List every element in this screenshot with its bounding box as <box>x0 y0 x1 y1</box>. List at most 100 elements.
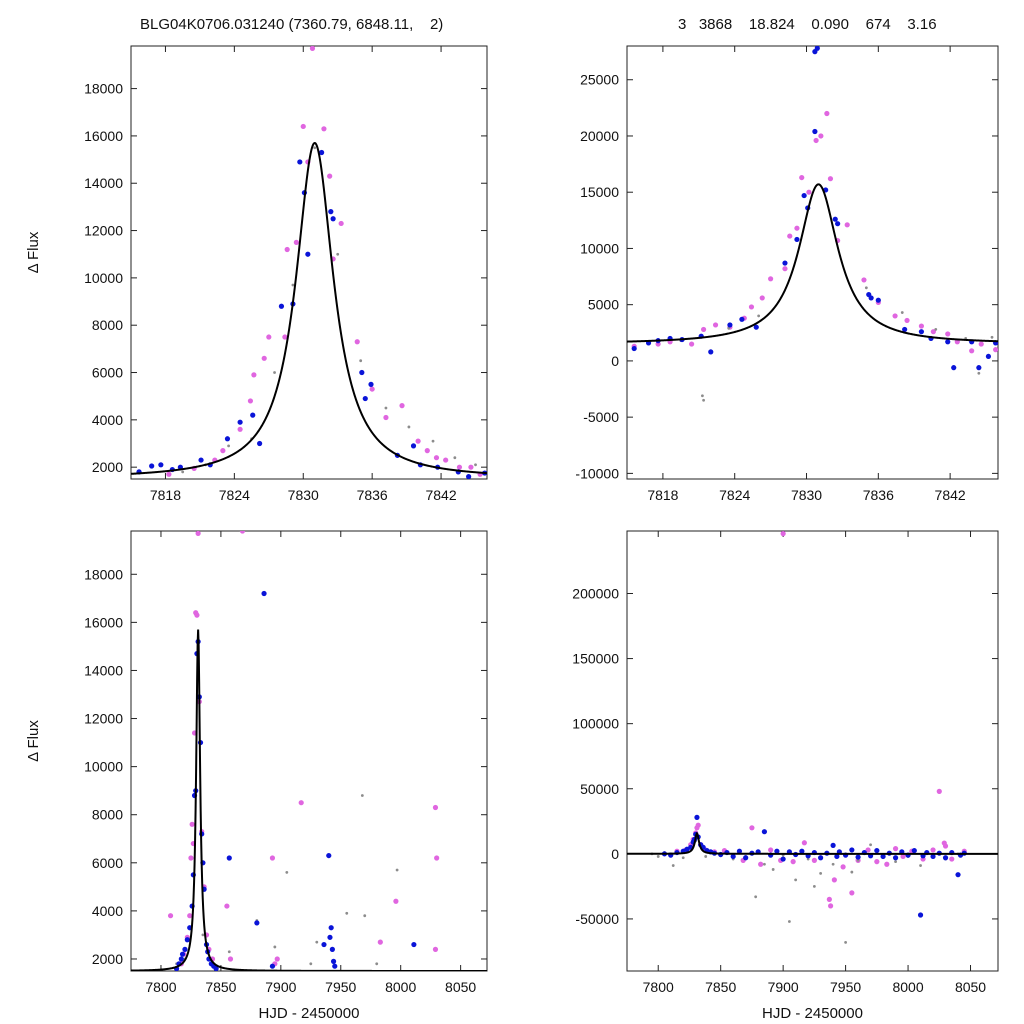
y-tick-label: 5000 <box>588 297 619 313</box>
data-point-magenta <box>298 800 304 806</box>
data-point-gray <box>375 962 379 966</box>
data-point-blue <box>327 934 333 940</box>
data-point-magenta <box>824 110 830 117</box>
plot-frame <box>130 45 488 480</box>
data-point-blue <box>410 443 417 449</box>
x-tick-label: 8050 <box>445 979 476 995</box>
data-point-magenta <box>689 341 695 347</box>
data-point-blue <box>753 324 759 330</box>
data-point-blue <box>330 958 337 964</box>
data-point-blue <box>874 847 880 854</box>
data-point-magenta <box>432 804 439 811</box>
data-point-magenta <box>811 857 817 863</box>
y-tick-label: 20000 <box>580 128 619 144</box>
data-point-blue <box>918 329 925 335</box>
data-point-magenta <box>827 176 834 182</box>
data-point-blue <box>257 440 263 447</box>
data-point-magenta <box>826 896 832 903</box>
data-point-blue <box>834 853 840 860</box>
data-point-blue <box>466 474 472 479</box>
data-point-gray <box>656 855 660 858</box>
data-point-magenta <box>758 861 764 867</box>
data-point-magenta <box>949 856 955 862</box>
data-point-magenta <box>849 890 855 896</box>
model-curve <box>131 629 487 971</box>
data-point-magenta <box>759 295 765 301</box>
data-point-blue <box>902 326 908 333</box>
data-point-blue <box>179 951 186 957</box>
data-point-gray <box>181 470 185 474</box>
data-point-magenta <box>884 861 890 867</box>
data-point-blue <box>411 941 417 948</box>
y-tick-label: 10000 <box>580 240 619 256</box>
x-tick-label: 7900 <box>265 979 296 995</box>
y-tick-label: 16000 <box>84 128 123 144</box>
data-point-magenta <box>969 348 975 354</box>
chart-panel-top-left: 7818 7824 7830 7836 7842 2000 4000 6000 8000 1000… <box>25 45 488 503</box>
data-point-magenta <box>892 313 898 319</box>
data-point-magenta <box>415 438 421 444</box>
data-point-magenta <box>284 246 290 253</box>
data-point-magenta <box>844 222 850 228</box>
data-point-blue <box>631 345 637 352</box>
data-point-blue <box>184 937 190 943</box>
y-tick-label: 2000 <box>92 951 123 967</box>
data-point-magenta <box>247 398 254 404</box>
x-tick-label: 7824 <box>719 487 750 503</box>
data-point-blue <box>330 216 336 222</box>
y-tick-label: 16000 <box>84 614 123 630</box>
data-point-gray <box>671 864 675 867</box>
y-tick-label: 2000 <box>92 459 123 475</box>
data-point-blue <box>708 349 714 355</box>
data-point-gray <box>900 311 904 314</box>
data-point-blue <box>911 847 917 854</box>
y-tick-label: 6000 <box>92 365 123 381</box>
y-tick-label: 10000 <box>84 759 123 775</box>
data-point-blue <box>237 419 243 425</box>
data-point-magenta <box>930 847 936 853</box>
y-tick-label: 8000 <box>92 317 123 333</box>
data-layer <box>131 531 487 971</box>
data-point-gray <box>794 878 798 882</box>
data-point-magenta <box>369 386 375 392</box>
data-point-blue <box>945 339 951 345</box>
data-point-blue <box>213 966 219 971</box>
data-point-gray <box>990 335 994 339</box>
data-point-blue <box>835 221 841 227</box>
data-point-magenta <box>434 855 440 861</box>
data-point-gray <box>453 456 457 460</box>
y-tick-label: 6000 <box>92 855 123 871</box>
data-point-gray <box>704 855 708 858</box>
data-point-magenta <box>936 788 942 794</box>
data-point-blue <box>359 369 365 376</box>
data-point-magenta <box>801 840 807 846</box>
data-point-blue <box>182 946 188 952</box>
y-tick-label: 14000 <box>84 175 123 191</box>
data-point-magenta <box>194 612 200 618</box>
data-point-gray <box>856 858 860 862</box>
data-point-gray <box>474 463 477 467</box>
data-point-gray <box>407 425 411 429</box>
data-point-gray <box>201 933 205 937</box>
data-point-magenta <box>239 531 246 534</box>
data-point-blue <box>855 854 861 860</box>
data-point-blue <box>269 963 276 969</box>
x-tick-label: 7818 <box>150 487 181 503</box>
y-tick-label: 200000 <box>572 585 619 601</box>
data-point-blue <box>812 128 818 135</box>
data-point-magenta <box>700 326 707 333</box>
data-point-blue <box>801 192 807 199</box>
x-tick-label: 7950 <box>830 979 861 995</box>
data-point-blue <box>328 209 334 215</box>
data-point-blue <box>880 853 886 860</box>
data-point-magenta <box>831 877 837 883</box>
data-point-magenta <box>309 46 316 51</box>
data-point-magenta <box>377 939 383 945</box>
data-point-gray <box>360 794 364 797</box>
data-point-gray <box>934 328 938 331</box>
x-tick-label: 7842 <box>425 487 456 503</box>
y-tick-label: 150000 <box>572 651 619 667</box>
plot-frame <box>626 45 999 480</box>
data-point-magenta <box>806 189 812 195</box>
chart-panel-top-right: 7818 7824 7830 7836 7842 -10000 -5000 0 5000 1000… <box>575 45 999 503</box>
